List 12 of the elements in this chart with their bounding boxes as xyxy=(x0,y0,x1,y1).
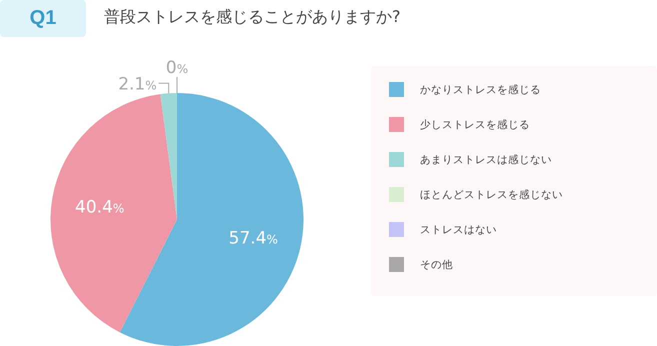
data-label: 40.4% xyxy=(75,197,124,218)
legend-label: かなりストレスを感じる xyxy=(420,82,541,96)
chart-title: 普段ストレスを感じることがありますか? xyxy=(104,7,400,28)
data-label: 2.1% xyxy=(118,74,157,94)
legend-label: あまりストレスは感じない xyxy=(420,152,552,166)
legend-label: その他 xyxy=(420,258,453,272)
legend-label: ほとんどストレスを感じない xyxy=(420,188,563,202)
legend-label: 少しストレスを感じる xyxy=(420,118,530,132)
text: Q1 xyxy=(0,0,86,37)
text: 0% xyxy=(166,58,188,78)
legend-label: ストレスはない xyxy=(420,222,497,236)
data-label: 57.4% xyxy=(228,228,278,249)
